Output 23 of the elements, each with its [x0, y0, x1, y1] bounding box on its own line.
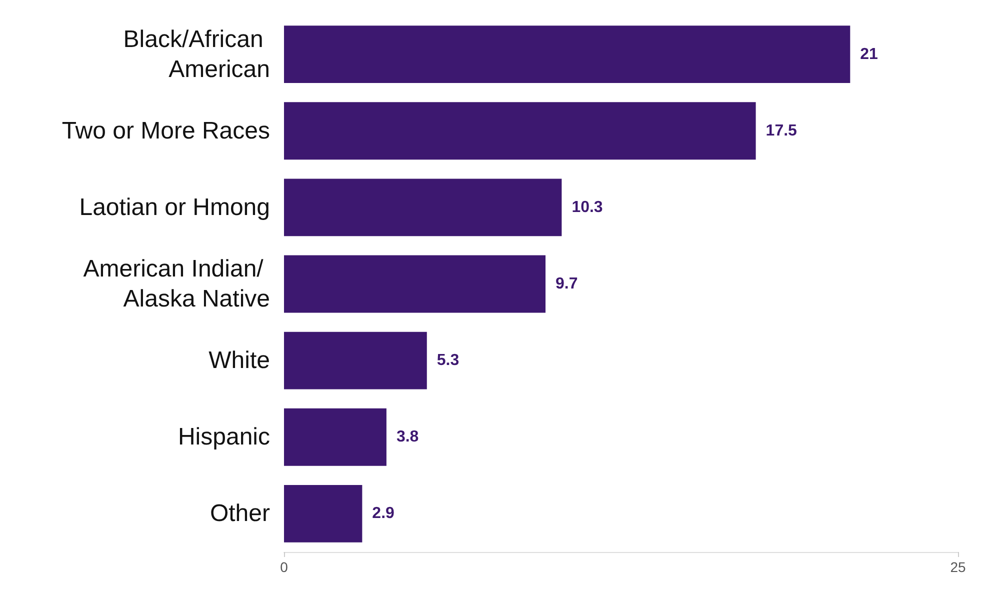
data-label: 5.3 [436, 352, 460, 370]
data-label: 3.8 [396, 428, 419, 446]
bar [284, 178, 562, 236]
y-tick-label: Laotian or Hmong [79, 194, 270, 221]
bar [284, 332, 427, 390]
y-tick-label: Other [210, 500, 270, 528]
data-label: 17.5 [766, 122, 798, 140]
y-tick-label: Hispanic [178, 424, 270, 451]
data-label: 10.3 [572, 198, 603, 216]
data-label: 9.7 [556, 276, 578, 292]
bar [284, 102, 756, 160]
bar [284, 255, 546, 313]
bar [284, 408, 386, 466]
data-label: 2.9 [372, 505, 395, 522]
y-tick-label: Two or More Races [62, 117, 270, 144]
x-tick-label: 25 [950, 559, 966, 575]
data-label: 21 [860, 46, 878, 63]
y-tick-label: Black/African American [123, 26, 270, 83]
x-tick-label: 0 [280, 559, 288, 575]
y-tick-label: White [208, 347, 270, 374]
bar [284, 26, 850, 83]
bar [284, 485, 362, 542]
y-tick-label: American Indian/ Alaska Native [83, 256, 270, 312]
